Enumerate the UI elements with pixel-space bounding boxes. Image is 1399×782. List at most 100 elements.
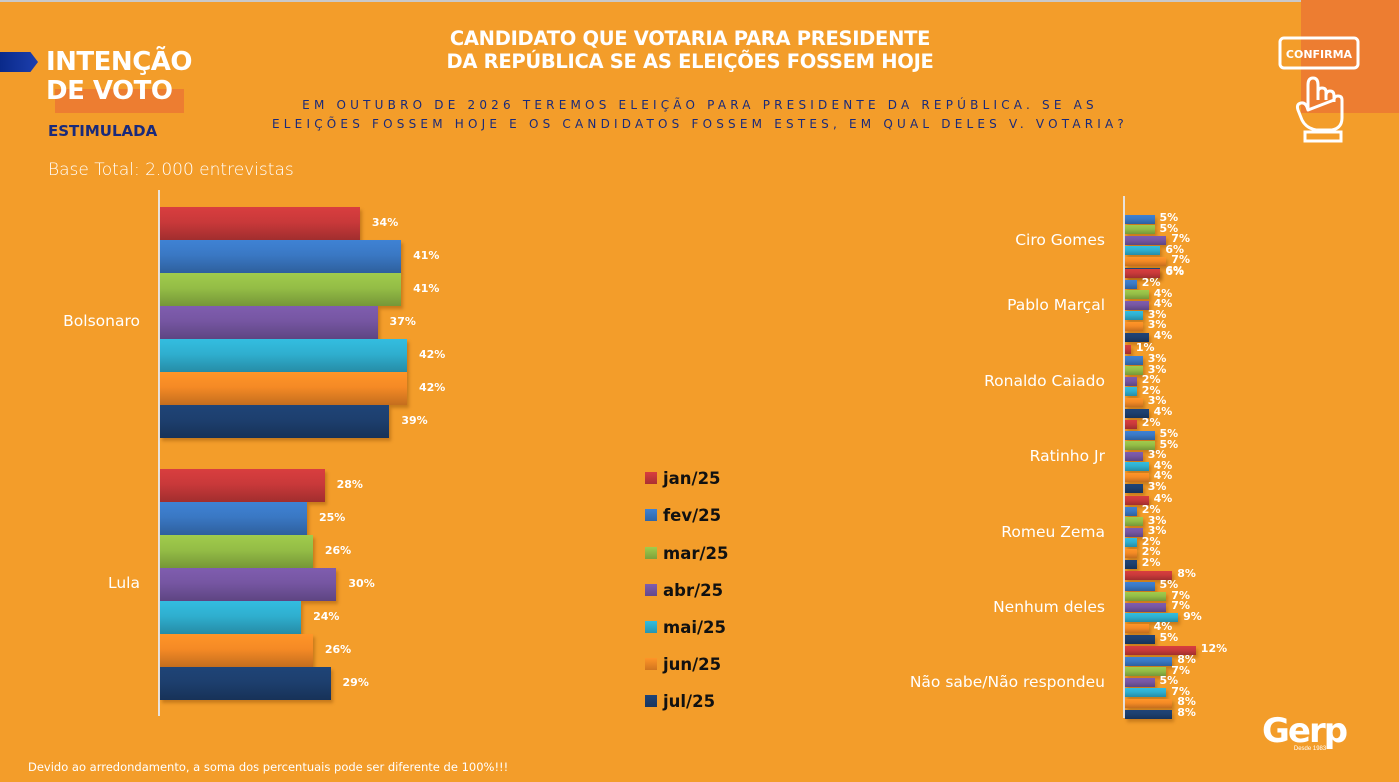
bar-romeu-zema-jun-25 (1125, 549, 1137, 558)
category-axis-line (158, 190, 160, 716)
data-label-lula-mar-25: 26% (324, 544, 352, 558)
bar-ratinho-jr-jan-25 (1125, 420, 1137, 429)
data-label-ratinho-jr-abr-25: 3% (1147, 448, 1167, 462)
bar-nao-sabe-nao-respondeu-mar-25 (1125, 667, 1167, 677)
data-label-ciro-gomes-mai-25: 6% (1165, 242, 1185, 256)
data-label-ciro-gomes-abr-25: 7% (1171, 232, 1190, 246)
data-label-ratinho-jr-jul-25: 3% (1147, 479, 1167, 493)
legend-swatch (645, 584, 657, 596)
legend-item-abr-25: abr/25 (645, 580, 723, 600)
data-label-nao-sabe-nao-respondeu-mar-25: 7% (1171, 663, 1190, 677)
bar-ratinho-jr-mai-25 (1125, 462, 1149, 472)
data-label-lula-jan-25: 28% (336, 478, 363, 492)
category-label-lula: Lula (108, 574, 140, 593)
main-title: CANDIDATO QUE VOTARIA PARA PRESIDENTE DA… (390, 27, 990, 73)
bar-ronaldo-caiado-jul-25 (1125, 408, 1149, 418)
data-label-pablo-marcal-fev-25: 2% (1141, 275, 1161, 289)
bar-ratinho-jr-mar-25 (1125, 441, 1155, 451)
data-label-bolsonaro-fev-25: 41% (413, 249, 440, 263)
data-label-bolsonaro-abr-25: 37% (389, 315, 416, 329)
survey-question: EM OUTUBRO DE 2026 TEREMOS ELEIÇÃO PARA … (230, 96, 1170, 134)
bar-romeu-zema-mar-25 (1125, 517, 1143, 527)
bar-romeu-zema-mai-25 (1125, 538, 1137, 548)
data-label-bolsonaro-jan-25: 34% (371, 216, 399, 230)
gerp-logo: Gerp Desde 1983 (1262, 714, 1348, 752)
hand-pressing-confirm-button-icon: CONFIRMA (1278, 36, 1360, 143)
legend-swatch (645, 547, 657, 559)
base-total: Base Total: 2.000 entrevistas (48, 160, 294, 180)
data-label-ronaldo-caiado-fev-25: 3% (1147, 351, 1167, 365)
data-label-ciro-gomes-jul-25: 6% (1165, 263, 1185, 277)
legend-label: jan/25 (663, 468, 721, 488)
category-label-pablo-marcal: Pablo Marçal (1007, 296, 1105, 315)
bar-nenhum-deles-jan-25 (1125, 571, 1173, 580)
confirm-label: CONFIRMA (1286, 48, 1353, 61)
legend-item-jan-25: jan/25 (645, 468, 721, 488)
legend-swatch (645, 509, 657, 521)
category-label-nao-sabe-nao-respondeu: Não sabe/Não respondeu (909, 673, 1105, 692)
data-label-nao-sabe-nao-respondeu-jun-25: 8% (1177, 695, 1196, 709)
data-label-lula-jul-25: 29% (342, 676, 369, 690)
bar-ronaldo-caiado-jan-25 (1125, 345, 1131, 354)
category-label-ronaldo-caiado: Ronaldo Caiado (984, 372, 1105, 391)
legend-swatch (645, 695, 657, 707)
data-label-nao-sabe-nao-respondeu-abr-25: 5% (1159, 674, 1179, 688)
bar-lula-mar-25 (160, 535, 313, 568)
data-label-nenhum-deles-mai-25: 9% (1183, 609, 1202, 623)
data-label-ciro-gomes-mar-25: 5% (1159, 221, 1179, 235)
brand-title-line2: DE VOTO (46, 76, 173, 106)
bar-lula-jun-25 (160, 634, 313, 667)
arrow-tag-decoration (0, 52, 38, 72)
legend-label: mai/25 (663, 617, 726, 637)
data-label-nenhum-deles-mar-25: 7% (1171, 588, 1190, 602)
bar-ratinho-jr-fev-25 (1125, 430, 1155, 440)
bar-bolsonaro-jan-25 (160, 207, 360, 240)
bar-romeu-zema-jan-25 (1125, 496, 1149, 505)
bar-ciro-gomes-abr-25 (1125, 235, 1167, 245)
bar-lula-jul-25 (160, 667, 331, 700)
data-label-romeu-zema-mar-25: 3% (1147, 513, 1167, 527)
bar-nenhum-deles-mai-25 (1125, 613, 1179, 623)
rounding-footnote: Devido ao arredondamento, a soma dos per… (28, 760, 509, 774)
legend-swatch (645, 621, 657, 633)
bar-bolsonaro-fev-25 (160, 240, 402, 273)
bar-pablo-marcal-abr-25 (1125, 300, 1149, 310)
legend-swatch (645, 472, 657, 484)
category-label-ratinho-jr: Ratinho Jr (1029, 447, 1105, 466)
bar-ratinho-jr-abr-25 (1125, 451, 1143, 461)
data-label-ratinho-jr-mai-25: 4% (1153, 458, 1173, 472)
category-axis-line (1123, 196, 1125, 718)
data-label-lula-abr-25: 30% (348, 577, 375, 591)
bar-ratinho-jr-jun-25 (1125, 473, 1149, 482)
data-label-ratinho-jr-mar-25: 5% (1159, 437, 1179, 451)
main-title-line2: DA REPÚBLICA SE AS ELEIÇÕES FOSSEM HOJE (446, 50, 934, 73)
data-label-ronaldo-caiado-jul-25: 4% (1153, 404, 1173, 418)
bar-nao-sabe-nao-respondeu-jun-25 (1125, 699, 1173, 708)
data-label-pablo-marcal-jan-25: 6% (1165, 265, 1185, 279)
bar-romeu-zema-abr-25 (1125, 527, 1143, 537)
survey-question-line1: EM OUTUBRO DE 2026 TEREMOS ELEIÇÃO PARA … (302, 98, 1098, 112)
data-label-pablo-marcal-mai-25: 3% (1147, 307, 1167, 321)
legend-label: jul/25 (663, 691, 716, 711)
data-label-ronaldo-caiado-jan-25: 1% (1135, 341, 1155, 355)
bar-nao-sabe-nao-respondeu-abr-25 (1125, 677, 1155, 687)
data-label-nenhum-deles-fev-25: 5% (1159, 577, 1179, 591)
bar-ratinho-jr-jul-25 (1125, 483, 1143, 493)
data-label-nenhum-deles-jan-25: 8% (1177, 567, 1196, 581)
bar-nao-sabe-nao-respondeu-fev-25 (1125, 656, 1173, 666)
bar-lula-fev-25 (160, 502, 307, 535)
bar-romeu-zema-jul-25 (1125, 559, 1137, 569)
data-label-ratinho-jr-jan-25: 2% (1141, 416, 1161, 430)
data-label-ciro-gomes-fev-25: 5% (1159, 210, 1179, 224)
bar-pablo-marcal-fev-25 (1125, 279, 1137, 289)
data-label-romeu-zema-mai-25: 2% (1141, 534, 1161, 548)
data-label-romeu-zema-jul-25: 2% (1141, 555, 1161, 569)
bar-lula-jan-25 (160, 469, 325, 502)
category-label-nenhum-deles: Nenhum deles (993, 598, 1105, 617)
data-label-romeu-zema-jan-25: 4% (1153, 492, 1173, 506)
bar-bolsonaro-mai-25 (160, 339, 407, 372)
bar-ciro-gomes-fev-25 (1125, 214, 1155, 224)
data-label-ronaldo-caiado-mar-25: 3% (1147, 362, 1167, 376)
legend-label: jun/25 (663, 654, 722, 674)
data-label-ronaldo-caiado-jun-25: 3% (1147, 394, 1167, 408)
